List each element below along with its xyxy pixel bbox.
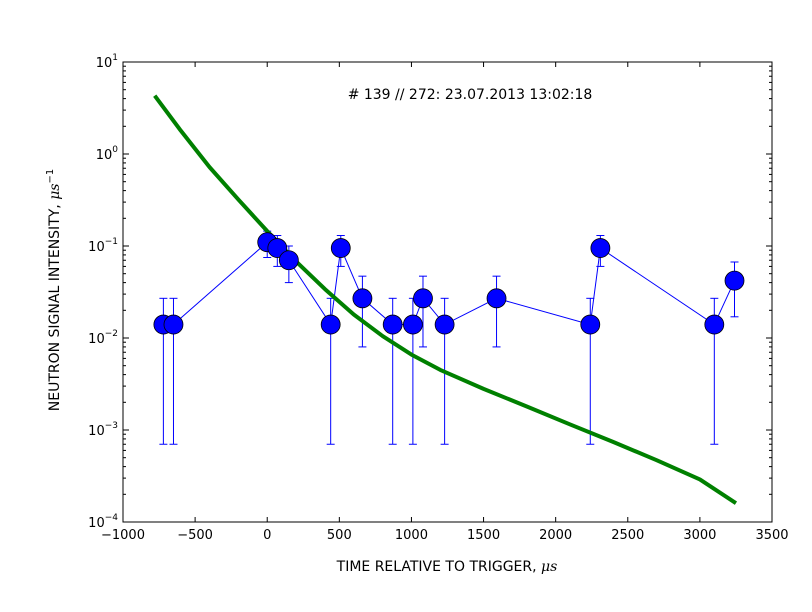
data-point <box>590 238 611 258</box>
chart-annotation: # 139 // 272: 23.07.2013 13:02:18 <box>348 87 593 103</box>
data-point <box>267 238 288 258</box>
data-point <box>352 288 373 309</box>
y-tick-label: 10−1 <box>88 237 118 255</box>
plot-frame <box>122 61 773 523</box>
x-axis-label: TIME RELATIVE TO TRIGGER, μs <box>336 559 558 575</box>
data-point <box>580 314 601 335</box>
x-tick-label: −1000 <box>101 528 145 543</box>
y-axis-label: NEUTRON SIGNAL INTENSITY, μs−1 <box>45 169 63 412</box>
y-tick-label: 10−2 <box>88 329 118 347</box>
data-point <box>163 314 184 335</box>
data-point <box>724 270 745 291</box>
axis-ticks: −1000 −500 0 500 1000 1500 2000 2500 3000 3500 10−… <box>88 53 788 543</box>
data-point <box>486 288 507 309</box>
data-point <box>413 288 433 309</box>
y-tick-label: 10−3 <box>88 421 118 439</box>
x-tick-label: 3500 <box>755 528 788 543</box>
data-connecting-line <box>163 241 735 326</box>
data-point <box>382 314 403 335</box>
data-point <box>434 314 455 335</box>
data-point <box>704 314 725 335</box>
data-point <box>330 238 351 258</box>
data-point <box>278 250 299 271</box>
fit-curve <box>153 94 738 505</box>
y-tick-label: 10−4 <box>88 513 118 531</box>
x-tick-label: 3000 <box>683 528 716 543</box>
x-tick-label: 1000 <box>395 528 428 543</box>
x-tick-label: 500 <box>327 528 352 543</box>
data-point <box>402 314 423 335</box>
x-tick-label: 2500 <box>611 528 644 543</box>
y-tick-label: 100 <box>96 145 119 163</box>
x-tick-label: 0 <box>263 528 271 543</box>
y-tick-label: 101 <box>96 53 118 71</box>
x-tick-label: −500 <box>177 528 213 543</box>
plot-marks <box>153 94 745 505</box>
x-tick-label: 1500 <box>467 528 500 543</box>
x-tick-label: 2000 <box>539 528 572 543</box>
data-point <box>320 314 341 335</box>
